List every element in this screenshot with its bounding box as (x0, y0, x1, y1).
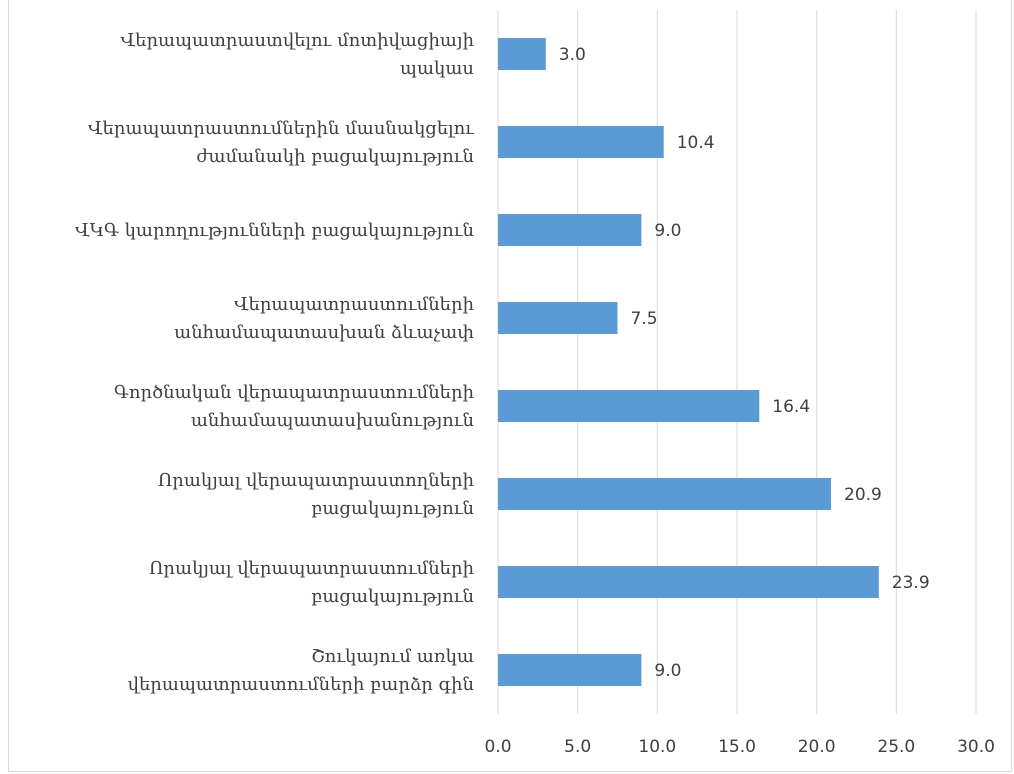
data-label: 3.0 (559, 45, 586, 65)
data-labels: 3.0 10.4 9.0 7.5 16.4 20.9 23.9 9.0 (559, 45, 930, 681)
x-tick-label: 25.0 (877, 737, 915, 757)
bars (498, 38, 879, 686)
x-tick-labels: 0.0 5.0 10.0 15.0 20.0 25.0 30.0 (484, 737, 994, 757)
chart-frame (8, 0, 1012, 772)
bar (498, 126, 664, 158)
x-tick-label: 15.0 (718, 737, 756, 757)
bar (498, 38, 546, 70)
category-label: Վերապատրաստվելու մոտիվացիայի պակաս (121, 30, 474, 79)
data-label: 7.5 (631, 309, 658, 329)
x-tick-label: 20.0 (798, 737, 836, 757)
x-tick-label: 5.0 (564, 737, 591, 757)
data-label: 10.4 (677, 133, 715, 153)
bar (498, 566, 879, 598)
data-label: 20.9 (844, 485, 882, 505)
bar (498, 302, 618, 334)
data-label: 23.9 (892, 573, 930, 593)
category-label: Գործնական վերապատրաստումների անհամապատասխ… (114, 382, 474, 431)
gridlines (577, 10, 977, 714)
category-label: Վերապատրաստումներին մասնակցելու ժամանակի … (88, 118, 475, 167)
bar (498, 390, 760, 422)
bar (498, 478, 832, 510)
category-label: Որակյալ վերապատրաստողների բացակայություն (158, 470, 474, 519)
data-label: 9.0 (654, 221, 681, 241)
bar (498, 214, 642, 246)
x-tick-label: 10.0 (638, 737, 676, 757)
category-labels: Վերապատրաստվելու մոտիվացիայի պակաս Վերապատ… (75, 30, 475, 695)
category-label: Վերապատրաստումների անհամապատասխան ձևաչափ (174, 294, 474, 343)
data-label: 9.0 (654, 661, 681, 681)
x-tick-label: 0.0 (484, 737, 511, 757)
category-label: Շուկայում առկա վերապատրաստումների բարձր գ… (128, 646, 474, 695)
data-label: 16.4 (772, 397, 810, 417)
category-label: ՎԿԳ կարողությունների բացակայություն (75, 220, 474, 241)
bar (498, 654, 642, 686)
x-tick-label: 30.0 (957, 737, 995, 757)
category-label: Որակյալ վերապատրաստումների բացակայություն (149, 558, 474, 607)
